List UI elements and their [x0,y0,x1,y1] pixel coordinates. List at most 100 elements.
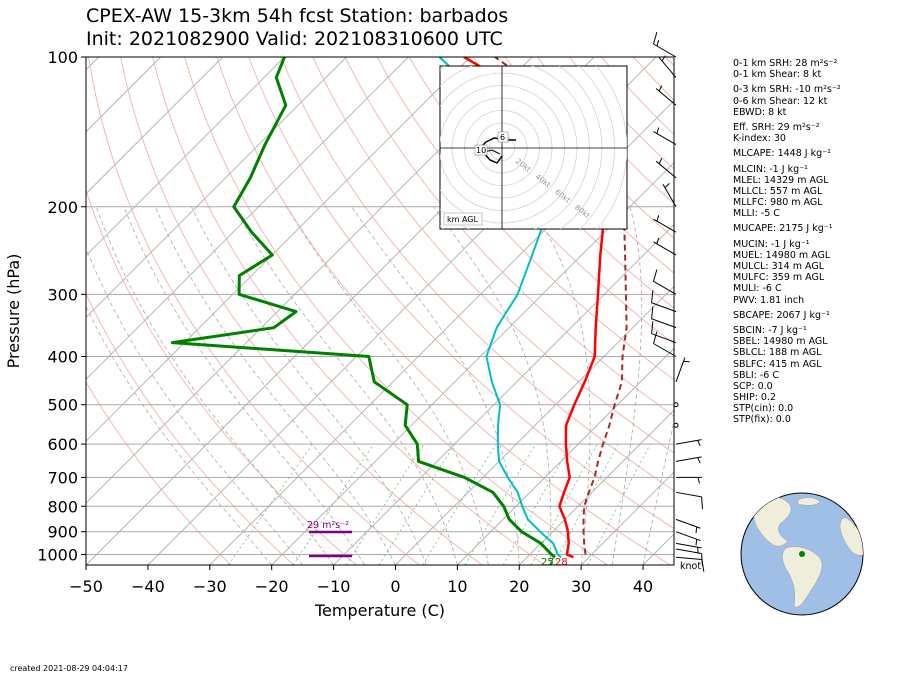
hodograph-height-label: 6 [500,133,505,142]
dry-adiabat [440,57,674,309]
barb-staff [651,318,677,329]
index-line: MULI: -6 C [733,283,782,295]
greenland [797,497,821,506]
y-tick-label: 500 [47,396,78,415]
barb-staff [675,556,702,561]
wind-barb [655,157,677,179]
index-line: MLCIN: -1 J kg⁻¹ [733,163,808,175]
dry-adiabat [408,57,674,345]
barb-full [701,496,703,510]
barb-half [656,237,660,245]
index-line: MUCAPE: 2175 J kg⁻¹ [733,223,833,235]
index-line: 0-6 km Shear: 12 kt [733,95,828,107]
barb-half [697,477,700,484]
wind-barb [662,183,677,208]
moist-adiabat [86,305,272,565]
skewt-grid [86,57,674,565]
index-line: MLLFC: 980 m AGL [733,197,823,209]
hodograph-unit-box [443,212,483,226]
barb-half [697,440,701,447]
mixing-ratio-line [464,443,536,565]
skewt-axes: −50 −40 −30 −20 −10 0 10 20 30 40 100 200 300 400 500 6… [4,48,653,620]
x-tick-label: −20 [255,577,289,596]
sounding-indices-panel: 0-1 km SRH: 28 m²s⁻² 0-1 km Shear: 8 kt 0-… [733,58,841,426]
barb-full [651,321,654,334]
index-line: K-index: 30 [733,133,786,145]
wind-barb [651,321,677,344]
hodograph-height-label: 10 [476,146,486,155]
north-america [753,496,792,547]
wind-barb [658,55,677,78]
y-axis-label: Pressure (hPa) [4,254,23,369]
barb-staff [675,542,702,549]
index-line: MUCIN: -1 J kg⁻¹ [733,238,810,250]
index-line: SBLI: -6 C [733,369,779,381]
barb-staff [653,131,677,146]
globe-land [753,496,863,608]
barb-staff [655,160,677,179]
isotherm [86,57,223,195]
barb-full [651,290,654,303]
x-tick-label: 10 [447,577,467,596]
dry-adiabat [472,57,674,274]
dry-adiabat [376,57,674,381]
mixing-ratio-line [378,443,456,565]
wind-barb [653,215,677,233]
index-line: SBCAPE: 2067 J kg⁻¹ [733,309,830,321]
south-america [782,546,823,608]
x-tick-label: 0 [390,577,400,596]
index-line: STP(fix): 0.0 [733,414,791,426]
index-line: MLCAPE: 1448 J kg⁻¹ [733,148,831,160]
barb-half [656,127,660,134]
mixing-ratio-line [345,443,425,565]
isotherm [86,57,409,381]
barb-staff [653,43,677,58]
index-line: SBEL: 14980 m AGL [733,336,828,348]
y-tick-label: 700 [47,468,78,487]
moist-adiabat [351,206,520,565]
index-line: MLEL: 14329 m AGL [733,174,829,186]
moist-adiabat [95,206,334,565]
x-tick-label: −40 [131,577,165,596]
wind-barb [653,127,677,146]
dry-adiabat [248,57,674,530]
calm-circle [673,402,679,408]
barb-half [695,526,698,534]
barb-full [701,553,703,566]
index-line: SCP: 0.0 [733,380,773,392]
station-marker [799,551,805,557]
wind-barb [675,548,703,566]
moist-adiabat [191,206,427,565]
y-tick-label: 900 [47,523,78,542]
x-axis-label: Temperature (C) [314,601,445,620]
moist-adiabat [154,206,396,565]
surface-theta-label: 7 [548,557,554,568]
y-tick-label: 600 [47,435,78,454]
hodograph-unit-label: km AGL [447,215,479,224]
height-box-10 [474,144,488,156]
dry-adiabat [344,57,674,417]
index-line: MULFC: 359 m AGL [733,272,825,284]
y-tick-label: 200 [47,198,78,217]
index-line: 0-3 km SRH: -10 m²s⁻² [733,84,841,96]
dry-adiabat [120,57,483,565]
barb-half [695,539,698,546]
index-line: MULCL: 314 m AGL [733,261,825,272]
y-tick-label: 800 [47,497,78,516]
barb-staff [675,518,701,529]
index-line: 0-1 km Shear: 8 kt [733,69,822,81]
barb-staff [662,183,677,208]
mixing-ratio-line [292,443,375,565]
moist-adiabat [123,206,365,565]
x-tick-label: −50 [69,577,103,596]
dry-adiabat [86,292,295,565]
dry-adiabat [86,189,357,565]
dry-adiabat [88,57,420,565]
wind-barb [673,402,679,408]
moist-adiabat [642,418,674,565]
index-line: STP(cin): 0.0 [733,403,794,415]
wind-barb [675,491,703,510]
index-line: MLLCL: 557 m AGL [733,185,823,197]
wind-barb [675,531,701,546]
wind-barb [653,237,677,256]
